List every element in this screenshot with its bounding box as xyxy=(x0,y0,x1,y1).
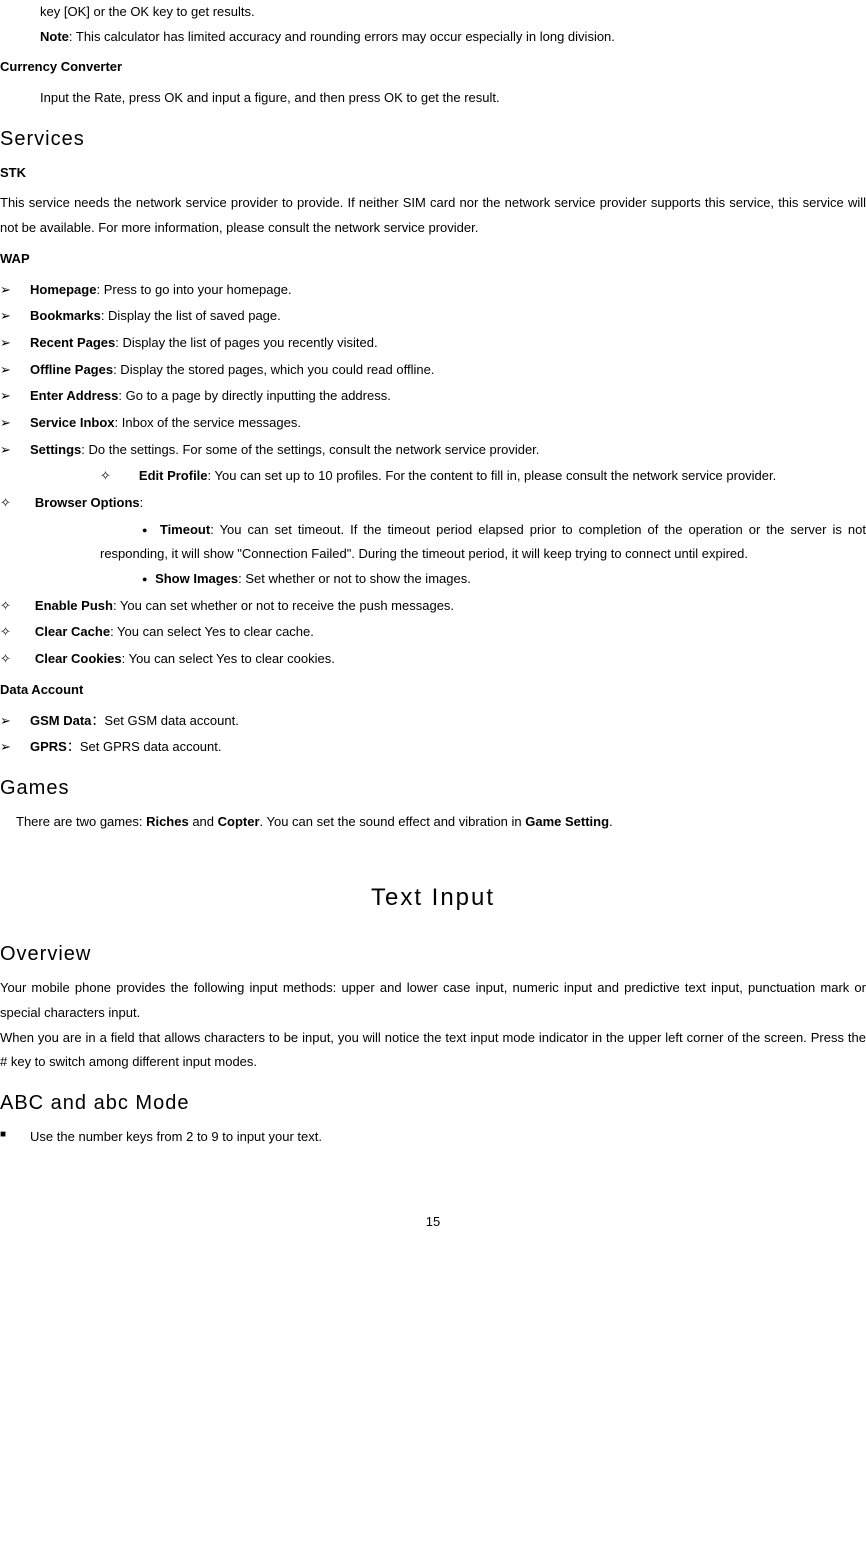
heading-abc-mode: ABC and abc Mode xyxy=(0,1089,866,1117)
arrow-icon: ➢ xyxy=(0,709,14,734)
list-item-text: Enable Push: You can set whether or not … xyxy=(35,594,454,619)
list-item: ➢ GPRS：Set GPRS data account. xyxy=(0,735,866,760)
list-item-text: Browser Options: xyxy=(35,491,143,516)
list-item-text: Clear Cache: You can select Yes to clear… xyxy=(35,620,314,645)
heading-text-input: Text Input xyxy=(0,875,866,921)
paragraph: When you are in a field that allows char… xyxy=(0,1026,866,1075)
list-item-text: Settings: Do the settings. For some of t… xyxy=(30,438,539,463)
dot-icon: ● xyxy=(142,525,154,535)
dot-list-item: ● Show Images: Set whether or not to sho… xyxy=(100,567,866,592)
dot-list-item: ● Timeout: You can set timeout. If the t… xyxy=(100,518,866,567)
list-item: ➢ GSM Data：Set GSM data account. xyxy=(0,709,866,734)
paragraph: key [OK] or the OK key to get results. xyxy=(40,0,866,25)
paragraph: There are two games: Riches and Copter. … xyxy=(16,810,866,835)
sub-list-item: ✧ Browser Options: xyxy=(0,491,866,516)
list-item: ■ Use the number keys from 2 to 9 to inp… xyxy=(0,1125,866,1150)
sub-list-item: ✧Edit Profile: You can set up to 10 prof… xyxy=(100,464,866,489)
list-item-text: GPRS：Set GPRS data account. xyxy=(30,735,221,760)
list-item: ➢ Settings: Do the settings. For some of… xyxy=(0,438,866,463)
list-item-text: Service Inbox: Inbox of the service mess… xyxy=(30,411,301,436)
arrow-icon: ➢ xyxy=(0,278,14,303)
diamond-icon: ✧ xyxy=(0,491,11,516)
list-item-text: Clear Cookies: You can select Yes to cle… xyxy=(35,647,335,672)
arrow-icon: ➢ xyxy=(0,411,14,436)
list-item: ➢ Bookmarks: Display the list of saved p… xyxy=(0,304,866,329)
note-paragraph: Note: This calculator has limited accura… xyxy=(40,25,866,50)
diamond-icon: ✧ xyxy=(100,468,139,483)
arrow-icon: ➢ xyxy=(0,331,14,356)
page-number: 15 xyxy=(0,1210,866,1235)
arrow-icon: ➢ xyxy=(0,438,14,463)
sub-list-item: ✧ Enable Push: You can set whether or no… xyxy=(0,594,866,619)
heading-overview: Overview xyxy=(0,940,866,968)
sub-list-item: ✧ Clear Cookies: You can select Yes to c… xyxy=(0,647,866,672)
heading-currency-converter: Currency Converter xyxy=(0,55,866,80)
heading-wap: WAP xyxy=(0,247,866,272)
paragraph: This service needs the network service p… xyxy=(0,191,866,240)
list-item-text: GSM Data：Set GSM data account. xyxy=(30,709,239,734)
heading-games: Games xyxy=(0,774,866,802)
list-item-text: Homepage: Press to go into your homepage… xyxy=(30,278,292,303)
diamond-icon: ✧ xyxy=(0,647,11,672)
square-icon: ■ xyxy=(0,1125,6,1144)
list-item-text: Enter Address: Go to a page by directly … xyxy=(30,384,391,409)
heading-stk: STK xyxy=(0,161,866,186)
list-item: ➢ Enter Address: Go to a page by directl… xyxy=(0,384,866,409)
paragraph: Input the Rate, press OK and input a fig… xyxy=(40,86,866,111)
list-item: ➢ Recent Pages: Display the list of page… xyxy=(0,331,866,356)
list-item-text: Offline Pages: Display the stored pages,… xyxy=(30,358,434,383)
arrow-icon: ➢ xyxy=(0,384,14,409)
heading-data-account: Data Account xyxy=(0,678,866,703)
list-item-text: Recent Pages: Display the list of pages … xyxy=(30,331,378,356)
dot-icon: ● xyxy=(142,574,151,584)
list-item-text: Bookmarks: Display the list of saved pag… xyxy=(30,304,281,329)
list-item: ➢ Homepage: Press to go into your homepa… xyxy=(0,278,866,303)
arrow-icon: ➢ xyxy=(0,358,14,383)
list-item: ➢ Service Inbox: Inbox of the service me… xyxy=(0,411,866,436)
note-label: Note xyxy=(40,29,69,44)
diamond-icon: ✧ xyxy=(0,594,11,619)
heading-services: Services xyxy=(0,125,866,153)
note-text: : This calculator has limited accuracy a… xyxy=(69,29,615,44)
sub-list-item: ✧ Clear Cache: You can select Yes to cle… xyxy=(0,620,866,645)
document-page: key [OK] or the OK key to get results. N… xyxy=(0,0,866,1294)
list-item: ➢ Offline Pages: Display the stored page… xyxy=(0,358,866,383)
list-item-text: Use the number keys from 2 to 9 to input… xyxy=(30,1125,322,1150)
arrow-icon: ➢ xyxy=(0,735,14,760)
diamond-icon: ✧ xyxy=(0,620,11,645)
paragraph: Your mobile phone provides the following… xyxy=(0,976,866,1025)
arrow-icon: ➢ xyxy=(0,304,14,329)
